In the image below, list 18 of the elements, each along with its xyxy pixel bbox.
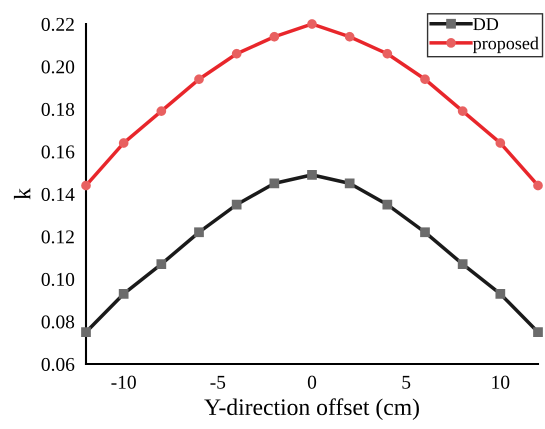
y-tick-label: 0.16 [42, 145, 74, 159]
y-tick-label: 0.18 [42, 102, 74, 116]
x-tick-label: -5 [210, 376, 226, 389]
x-axis-title: Y-direction offset (cm) [204, 398, 419, 420]
x-tick-label: 10 [492, 376, 510, 389]
legend-label: DD [473, 18, 498, 30]
y-tick-label: 0.14 [42, 188, 75, 202]
x-tick-label: 0 [308, 376, 316, 389]
y-tick-label: 0.20 [42, 60, 74, 74]
legend-label: proposed [473, 36, 539, 54]
x-tick-label: -10 [111, 376, 136, 389]
x-tick-label: 5 [402, 376, 410, 389]
y-tick-label: 0.06 [42, 358, 74, 372]
y-axis-title: k [14, 188, 30, 200]
y-tick-label: 0.10 [42, 272, 74, 286]
y-tick-label: 0.12 [42, 230, 74, 244]
y-tick-label: 0.08 [42, 315, 74, 329]
y-tick-label: 0.22 [42, 18, 74, 32]
